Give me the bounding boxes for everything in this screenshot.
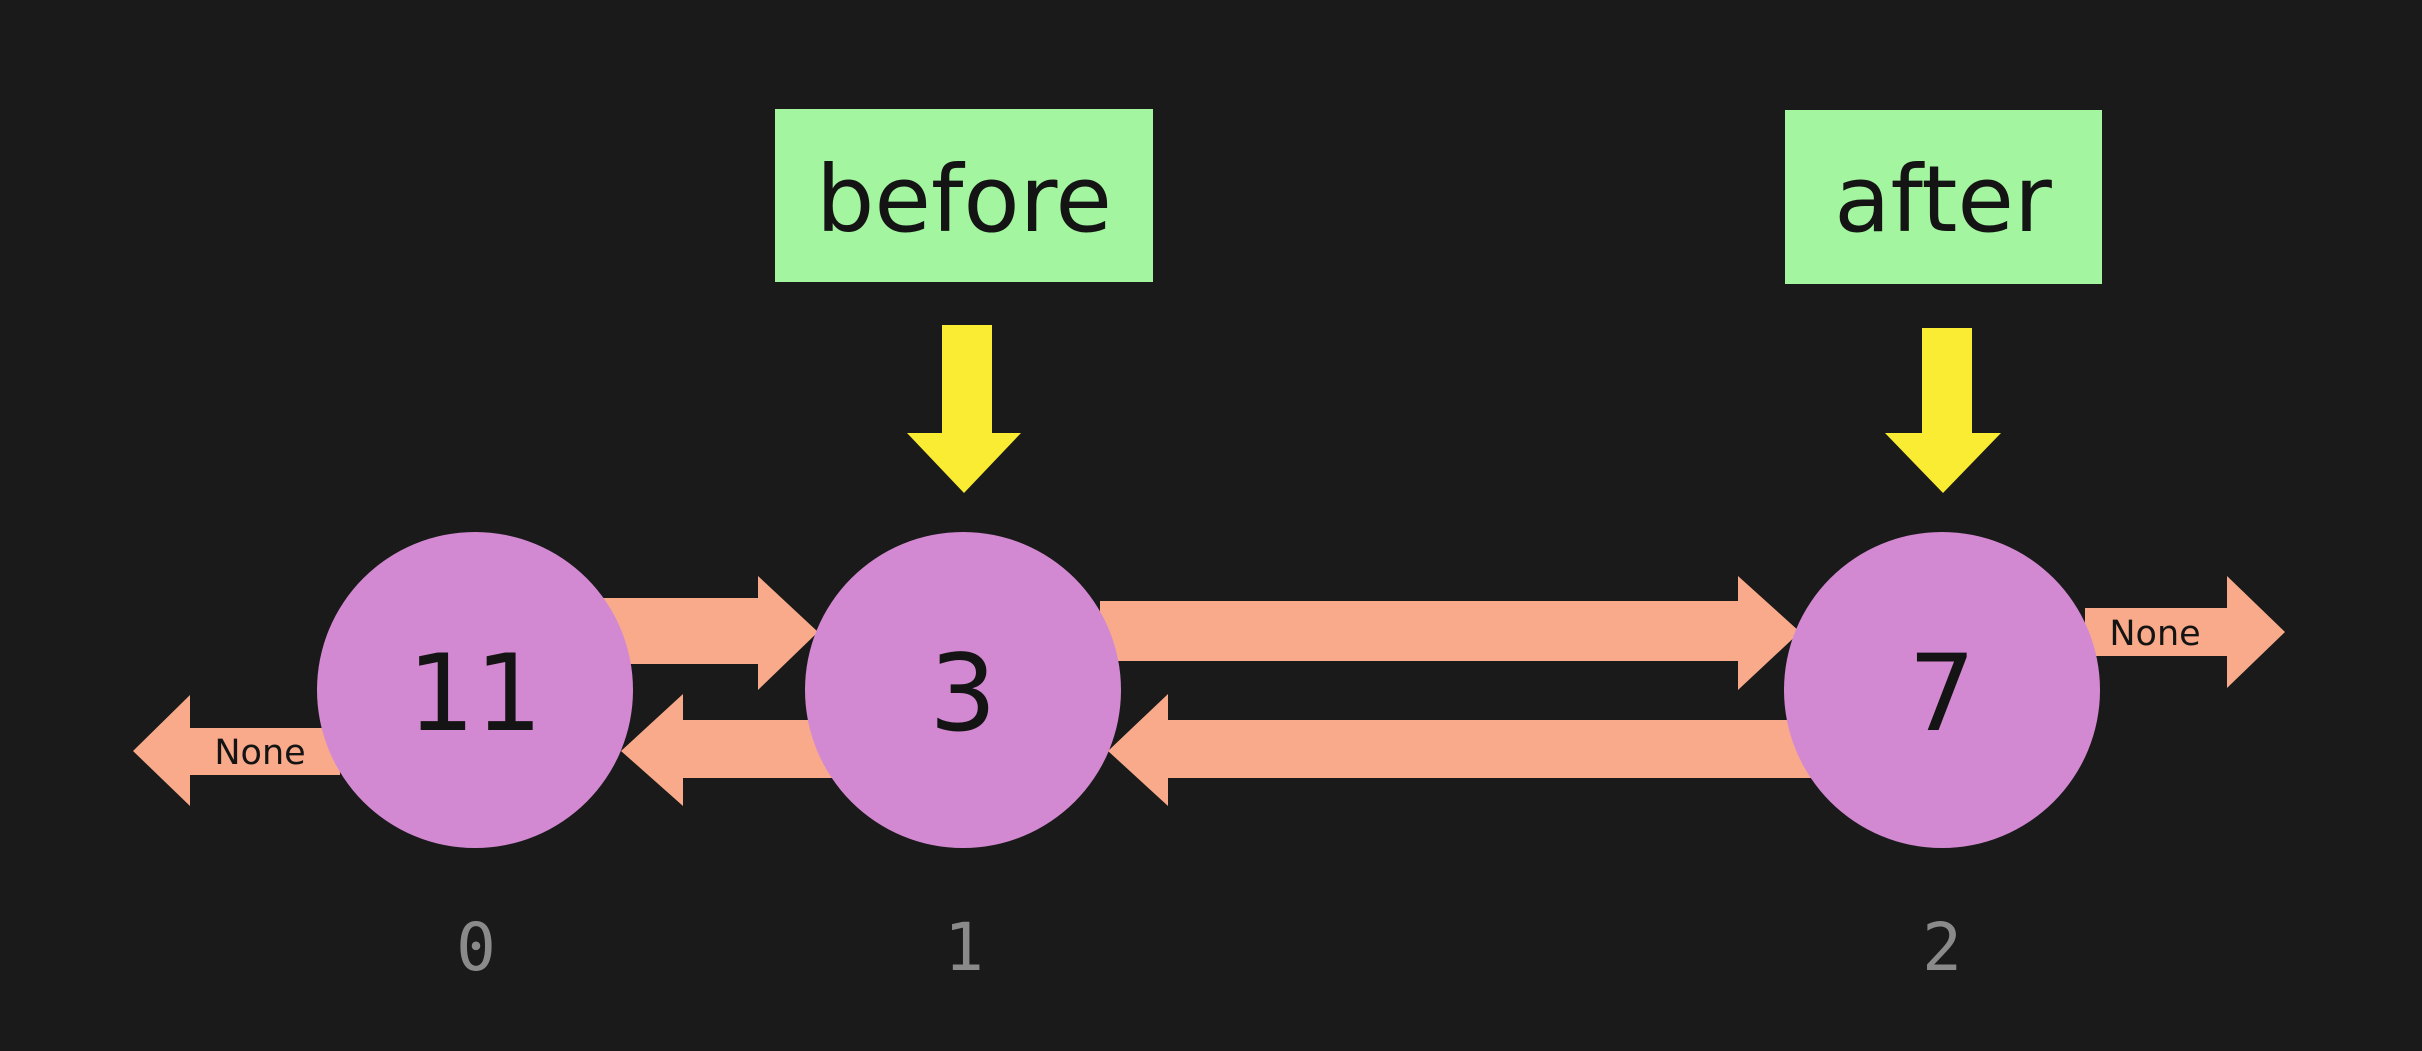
down-arrow-icon <box>907 325 1021 493</box>
prev-link-arrow-2-1 <box>1108 694 1830 806</box>
node-0: 11 <box>317 532 633 848</box>
next-link-arrow-1-2 <box>1100 576 1800 690</box>
next-link-arrow-0-1 <box>600 576 818 690</box>
pointer-label: before <box>816 146 1112 253</box>
node-index-0: 0 <box>456 909 496 986</box>
head-prev-none-arrow: None <box>133 695 340 806</box>
node-circle <box>317 532 633 848</box>
tail-next-none-arrow: None <box>2085 576 2285 688</box>
tail-next-none-label: None <box>2109 614 2200 654</box>
node-circle <box>805 532 1121 848</box>
head-prev-arrow-shape <box>133 695 340 806</box>
pointer-label-box <box>1785 110 2102 284</box>
pointer-before: before <box>775 109 1153 493</box>
prev-link-arrow-1-0 <box>621 694 850 806</box>
head-prev-none-label: None <box>214 733 305 773</box>
node-value: 7 <box>1908 632 1975 755</box>
node-value: 11 <box>408 632 543 755</box>
node-index-2: 2 <box>1922 909 1962 986</box>
node-circle <box>1784 532 2100 848</box>
node-2: 7 <box>1784 532 2100 848</box>
node-value: 3 <box>929 632 996 755</box>
pointer-label: after <box>1834 146 2052 253</box>
node-index-1: 1 <box>944 909 984 986</box>
pointer-label-box <box>775 109 1153 282</box>
down-arrow-icon <box>1885 328 2001 493</box>
tail-next-arrow-shape <box>2085 576 2285 688</box>
node-1: 3 <box>805 532 1121 848</box>
pointer-after: after <box>1785 110 2102 493</box>
